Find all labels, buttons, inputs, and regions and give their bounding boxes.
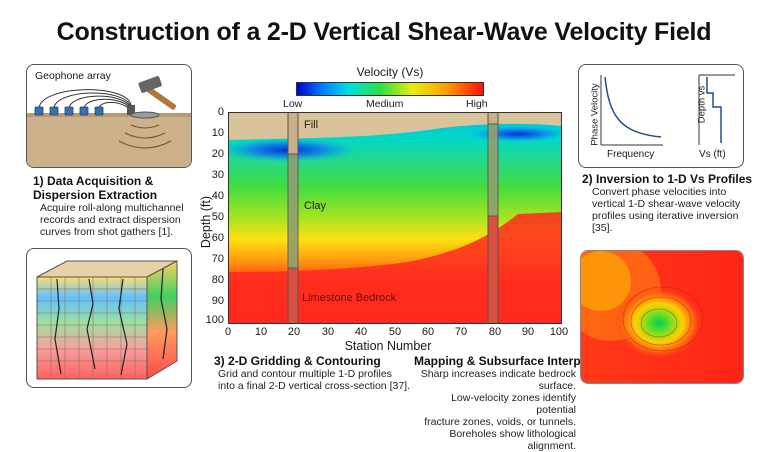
inversion-panel: Phase Velocity Depth vs Frequency Vs (ft… — [578, 64, 744, 168]
borehole — [287, 112, 299, 324]
recorder-box — [127, 105, 135, 115]
step1-title: 1) Data Acquisition & Dispersion Extract… — [33, 174, 157, 202]
y-tick-label: 50 — [211, 211, 224, 223]
velocity-field-chart — [228, 112, 562, 324]
y-tick-label: 40 — [211, 190, 224, 202]
x-tick-label: 60 — [421, 326, 435, 338]
block-diagram-panel — [26, 248, 192, 388]
hammer-icon — [138, 76, 177, 110]
step2-body-line: [35]. — [592, 222, 613, 234]
step1-body-line: Acquire roll-along multichannel — [40, 202, 184, 214]
strike-plate — [130, 111, 160, 119]
fill-layer — [228, 112, 562, 140]
step2-title: 2) Inversion to 1-D Vs Profiles — [582, 172, 753, 186]
step1-body-line: records and extract dispersion — [40, 214, 181, 226]
x-tick-label: 20 — [287, 326, 301, 338]
x-axis-label: Station Number — [344, 339, 432, 353]
step2-body-line: vertical 1-D shear-wave velocity — [592, 198, 741, 210]
step3-body-line: into a final 2-D vertical cross-section … — [218, 380, 410, 392]
profile-xlabel: Vs (ft) — [699, 149, 726, 160]
y-tick-label: 30 — [211, 169, 224, 181]
x-tick-label: 40 — [354, 326, 368, 338]
step4-title: Mapping & Subsurface Interpretation — [414, 354, 625, 368]
step1-body: Acquire roll-along multichannel records … — [40, 202, 184, 238]
step1-body-line: curves from shot gathers [1]. — [40, 226, 174, 238]
y-tick-label: 20 — [211, 148, 224, 160]
step3-body-line: Grid and contour multiple 1-D profiles — [218, 368, 392, 380]
x-tick-label: 80 — [488, 326, 502, 338]
acquisition-panel: Geophone array — [26, 64, 192, 168]
x-tick-label: 90 — [521, 326, 535, 338]
step2-body-line: Convert phase velocities into — [592, 186, 727, 198]
geophone-icon — [34, 106, 104, 116]
anomaly-contours — [622, 286, 704, 352]
colorbar-medium-label: Medium — [366, 98, 404, 110]
y-tick-label: 70 — [211, 253, 224, 265]
step4-body: Sharp increases indicate bedrock surface… — [412, 368, 576, 452]
inversion-plots — [600, 74, 735, 146]
x-tick-label: 50 — [388, 326, 402, 338]
x-tick-label: 100 — [549, 326, 569, 338]
colorbar — [296, 82, 484, 96]
acquisition-illustration — [27, 76, 191, 167]
ground-top — [27, 113, 191, 117]
step4-body-line: Sharp increases indicate bedrock surface… — [420, 368, 576, 392]
x-tick-label: 30 — [321, 326, 335, 338]
colorbar-title: Velocity (Vs) — [356, 65, 424, 79]
borehole-label-fill: Fill — [304, 119, 319, 131]
interpretation-map — [581, 251, 743, 383]
bedrock-surface — [228, 212, 562, 324]
step3-title: 3) 2-D Gridding & Contouring — [214, 354, 381, 368]
vs-profile-plot — [698, 74, 735, 145]
borehole-label-clay: Clay — [304, 200, 327, 212]
step2-body-line: profiles using iterative inversion — [592, 210, 739, 222]
dispersion-curve-plot — [600, 75, 663, 146]
step2-body: Convert phase velocities into vertical 1… — [592, 186, 740, 234]
step1-title-line1: 1) Data Acquisition & — [33, 174, 154, 188]
chart-frame — [228, 112, 562, 324]
x-tick-label: 10 — [254, 326, 268, 338]
ground-surface — [27, 115, 191, 167]
y-tick-label: 80 — [211, 274, 224, 286]
seismic-waves — [118, 124, 172, 149]
block-diagram — [36, 260, 178, 380]
interpretation-gradient — [581, 251, 631, 311]
interpretation-panel — [580, 250, 744, 384]
block-front — [36, 276, 148, 380]
y-tick-label: 0 — [217, 106, 224, 118]
step4-body-line: Boreholes show lithological alignment. — [449, 428, 576, 452]
colorbar-high-label: High — [466, 98, 488, 110]
y-tick-label: 90 — [211, 295, 224, 307]
step1-title-line2: Dispersion Extraction — [33, 188, 158, 202]
geophone-array-label: Geophone array — [35, 70, 111, 82]
page-title: Construction of a 2-D Vertical Shear-Wav… — [56, 18, 712, 46]
colorbar-low-label: Low — [283, 98, 303, 110]
borehole-label-bedrock: Limestone Bedrock — [302, 292, 397, 304]
y-tick-label: 60 — [211, 232, 224, 244]
step3-body: Grid and contour multiple 1-D profiles i… — [218, 368, 410, 392]
low-velocity-anomaly — [615, 287, 703, 359]
y-tick-label: 100 — [205, 314, 224, 326]
block-side — [146, 260, 178, 380]
x-tick-label: 70 — [454, 326, 468, 338]
y-tick-label: 10 — [211, 127, 224, 139]
dispersion-xlabel: Frequency — [607, 149, 655, 160]
step4-body-line: Low-velocity zones identify potential — [451, 392, 576, 416]
profile-lines — [54, 268, 168, 376]
x-tick-label: 0 — [224, 326, 232, 338]
borehole — [487, 112, 499, 324]
